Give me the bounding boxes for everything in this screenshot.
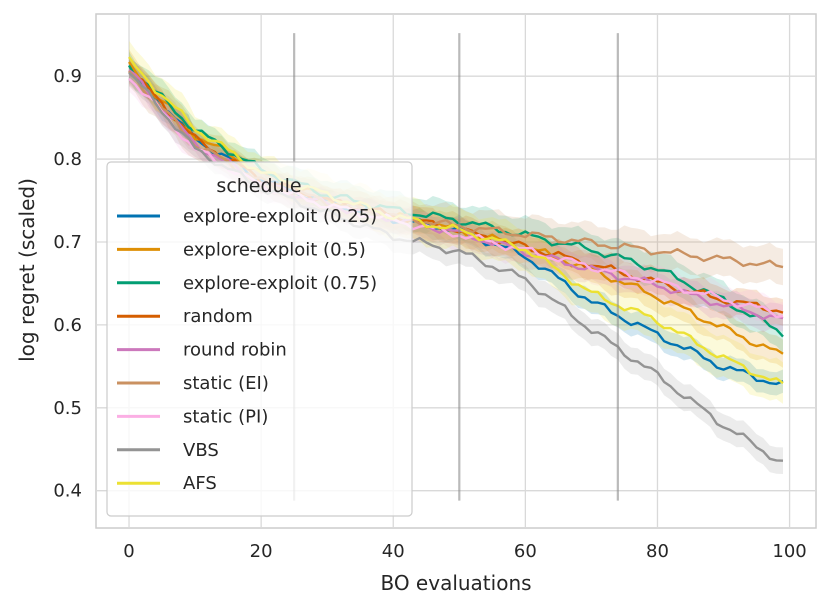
band-6 — [129, 65, 783, 332]
y-tick-label: 0.4 — [53, 481, 82, 502]
y-tick-label: 0.7 — [53, 232, 82, 253]
legend-item: explore-exploit (0.5) — [117, 239, 366, 260]
band-1 — [129, 49, 783, 368]
legend: schedule explore-exploit (0.25)explore-e… — [106, 161, 413, 517]
y-axis-label: log regret (scaled) — [15, 178, 39, 362]
legend-item: round robin — [117, 340, 287, 361]
x-tick-label: 40 — [382, 541, 405, 562]
legend-item: explore-exploit (0.25) — [117, 206, 377, 227]
legend-label: random — [183, 306, 253, 327]
y-tick-label: 0.6 — [53, 315, 82, 336]
legend-item: VBS — [117, 440, 219, 461]
x-tick-label: 20 — [250, 541, 273, 562]
x-tick-label: 0 — [123, 541, 134, 562]
legend-item: explore-exploit (0.75) — [117, 273, 377, 294]
legend-item: AFS — [117, 473, 217, 494]
y-tick-label: 0.9 — [53, 66, 82, 87]
y-tick-labels: 0.4 0.5 0.6 0.7 0.8 0.9 — [53, 66, 82, 502]
legend-label: static (EI) — [183, 373, 269, 394]
legend-box — [106, 161, 413, 517]
x-tick-label: 80 — [646, 541, 669, 562]
legend-label: explore-exploit (0.5) — [183, 239, 366, 260]
legend-items: explore-exploit (0.25) explore-exploit (0… — [117, 206, 377, 494]
legend-label: explore-exploit (0.75) — [183, 273, 377, 294]
legend-label: VBS — [183, 440, 219, 461]
legend-label: static (PI) — [183, 406, 268, 427]
legend-item: random — [117, 306, 253, 327]
x-tick-labels: 0 20 40 60 80 100 — [123, 541, 806, 562]
x-axis-label: BO evaluations — [380, 571, 531, 595]
x-tick-label: 60 — [514, 541, 537, 562]
x-tick-label: 100 — [772, 541, 806, 562]
series-line-8 — [128, 56, 784, 385]
legend-label: AFS — [183, 473, 217, 494]
y-tick-label: 0.8 — [53, 149, 82, 170]
legend-title: schedule — [216, 175, 301, 197]
legend-item: static (EI) — [117, 373, 269, 394]
legend-item: static (PI) — [117, 406, 268, 427]
band-3 — [129, 58, 783, 326]
legend-label: explore-exploit (0.25) — [183, 206, 377, 227]
band-7 — [129, 60, 783, 474]
legend-label: round robin — [183, 340, 287, 361]
y-tick-label: 0.5 — [53, 398, 82, 419]
